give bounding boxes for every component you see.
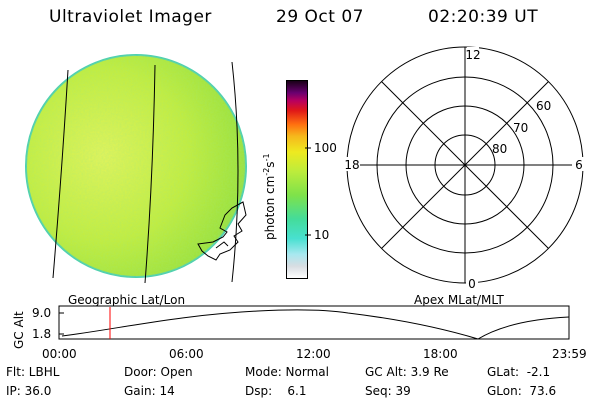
- alt-tick-9: 9.0: [32, 306, 52, 320]
- colorbar-ticks: [305, 147, 311, 236]
- longitude-line: [52, 69, 69, 279]
- orbit-altitude-plot: [58, 305, 570, 340]
- mlt-label-0: 0: [468, 277, 476, 290]
- ip-readout: IP: 36.0: [6, 384, 52, 398]
- gc-alt-readout: GC Alt: 3.9 Re: [365, 365, 449, 379]
- uv-image-panel: [25, 54, 247, 284]
- longitude-line: [231, 61, 239, 283]
- gain-readout: Gain: 14: [124, 384, 175, 398]
- apex-coords-label: Apex MLat/MLT: [414, 293, 504, 307]
- longitude-line: [144, 64, 156, 284]
- date-label: 29 Oct 07: [276, 7, 364, 27]
- time-tick-2359: 23:59: [552, 347, 587, 361]
- coastline: [215, 241, 229, 249]
- alt-tick-1-8: 1.8: [32, 327, 52, 341]
- mlt-diag-2: [381, 81, 549, 249]
- polar-grid-panel: 12 18 6 0 60 70 80: [342, 46, 584, 290]
- seq-readout: Seq: 39: [365, 384, 411, 398]
- colorbar-unit-label: photon cm-2s-1: [262, 153, 277, 240]
- time-label: 02:20:39 UT: [428, 7, 539, 27]
- mlt-label-12: 12: [465, 48, 480, 62]
- glon-readout: GLon: 73.6: [487, 384, 557, 398]
- mode-readout: Mode: Normal: [245, 365, 329, 379]
- altitude-curve: [61, 309, 570, 340]
- lat-label-70: 70: [513, 121, 528, 135]
- time-tick-0600: 06:00: [169, 347, 204, 361]
- dsp-readout: Dsp: 6.1: [245, 384, 307, 398]
- instrument-title: Ultraviolet Imager: [49, 7, 212, 27]
- filter-readout: Flt: LBHL: [6, 365, 60, 379]
- time-tick-0000: 00:00: [42, 347, 77, 361]
- mlt-label-6: 6: [575, 158, 583, 172]
- colorbar-tick-100: 100: [314, 141, 337, 155]
- colorbar-tick-10: 10: [314, 228, 330, 242]
- color-scale-bar: [286, 80, 308, 279]
- glat-readout: GLat: -2.1: [487, 365, 551, 379]
- time-tick-1200: 12:00: [296, 347, 331, 361]
- lat-label-60: 60: [536, 99, 551, 113]
- coastline: [197, 201, 247, 261]
- gc-alt-axis-label: GC Alt: [12, 311, 26, 349]
- mlt-label-18: 18: [344, 158, 359, 172]
- geographic-coords-label: Geographic Lat/Lon: [68, 293, 186, 307]
- door-readout: Door: Open: [124, 365, 193, 379]
- lat-label-80: 80: [492, 142, 507, 156]
- time-tick-1800: 18:00: [423, 347, 458, 361]
